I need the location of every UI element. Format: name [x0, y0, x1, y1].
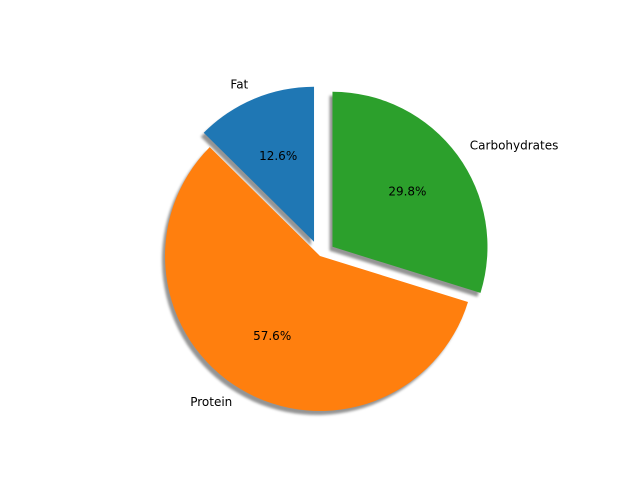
- slice-label-protein: Protein: [190, 395, 232, 409]
- slice-percent-carbohydrates: 29.8%: [388, 185, 426, 199]
- pie-slice-fat: [203, 86, 315, 242]
- labels: Fat 12.6% Protein 57.6% Carbohydrates 29.8%: [190, 77, 558, 409]
- slice-label-carbohydrates: Carbohydrates: [470, 139, 559, 153]
- slice-percent-fat: 12.6%: [259, 149, 297, 163]
- pie-slice-protein: [164, 147, 468, 412]
- pie-slice-carbohydrates: [332, 91, 488, 293]
- slice-label-fat: Fat: [230, 77, 248, 91]
- slices: [164, 86, 488, 412]
- slice-percent-protein: 57.6%: [253, 329, 291, 343]
